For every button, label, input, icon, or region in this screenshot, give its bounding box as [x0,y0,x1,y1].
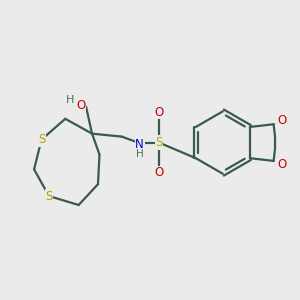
Text: N: N [135,138,144,151]
Text: H: H [136,149,143,159]
Text: O: O [277,158,286,171]
Text: O: O [154,106,164,119]
Text: O: O [76,99,86,112]
Text: S: S [38,133,45,146]
Text: O: O [154,167,164,179]
Text: S: S [45,190,52,202]
Text: H: H [66,95,74,105]
Text: S: S [155,136,163,149]
Text: O: O [277,114,286,127]
